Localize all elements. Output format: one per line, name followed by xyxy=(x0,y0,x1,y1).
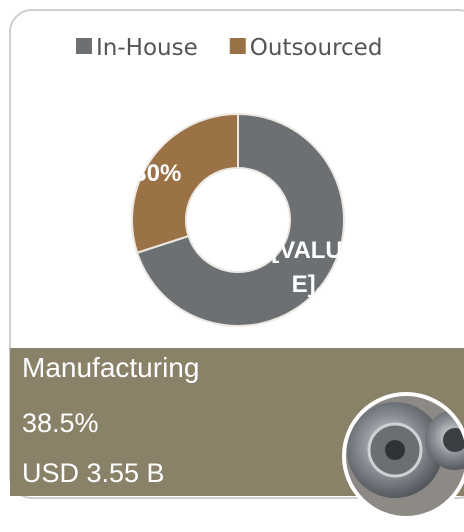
donut-slice xyxy=(131,112,239,255)
legend-swatch xyxy=(229,38,246,54)
legend-swatch xyxy=(76,38,92,54)
sector-name: Manufacturing xyxy=(22,352,200,383)
photo xyxy=(342,392,464,520)
sector-share: 38.5% xyxy=(22,408,99,438)
legend-label: Outsourced xyxy=(250,35,383,61)
data-label: 30% xyxy=(133,160,181,187)
legend-label: In-House xyxy=(96,35,198,61)
sector-value: USD 3.55 B xyxy=(22,458,165,488)
donut-slice xyxy=(135,112,345,327)
data-label: [VALUE]. xyxy=(271,237,343,298)
